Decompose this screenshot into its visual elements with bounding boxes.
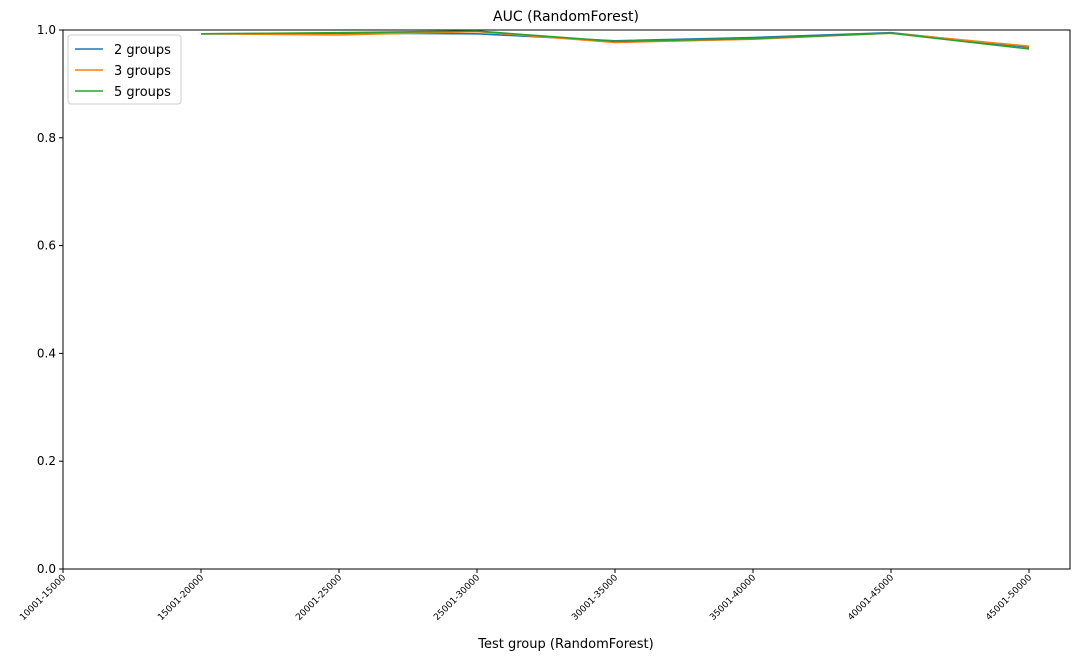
y-tick-label: 0.0 (37, 562, 56, 576)
y-axis: 0.0 0.2 0.4 0.6 0.8 1.0 (37, 23, 63, 576)
legend-box (67, 34, 182, 105)
x-tick-label: 40001-45000 (846, 573, 896, 623)
y-tick-label: 1.0 (37, 23, 56, 37)
y-tick-label: 0.8 (37, 131, 56, 145)
x-tick-label: 25001-30000 (432, 573, 482, 623)
chart-title: AUC (RandomForest) (493, 9, 639, 25)
series-line-3 (200, 30, 1030, 50)
legend: 2 groups 3 groups 5 groups (67, 34, 182, 105)
legend-entry-label: 3 groups (114, 64, 171, 79)
legend-entry-label: 2 groups (114, 43, 171, 58)
x-tick-label: 15001-20000 (156, 573, 206, 623)
legend-entry-label: 5 groups (114, 85, 171, 100)
y-tick-label: 0.4 (37, 346, 56, 360)
x-tick-label: 20001-25000 (294, 573, 344, 623)
y-tick-label: 0.2 (37, 454, 56, 468)
series-lines (200, 30, 1030, 50)
x-axis: 10001-15000 15001-20000 20001-25000 25001-3… (18, 569, 1034, 623)
x-tick-label: 35001-40000 (708, 573, 758, 623)
x-axis-label: Test group (RandomForest) (477, 637, 653, 652)
y-tick-label: 0.6 (37, 239, 56, 253)
plot-frame (62, 29, 1071, 570)
x-tick-label: 10001-15000 (18, 573, 68, 623)
x-tick-label: 30001-35000 (570, 573, 620, 623)
x-tick-label: 45001-50000 (984, 573, 1034, 623)
